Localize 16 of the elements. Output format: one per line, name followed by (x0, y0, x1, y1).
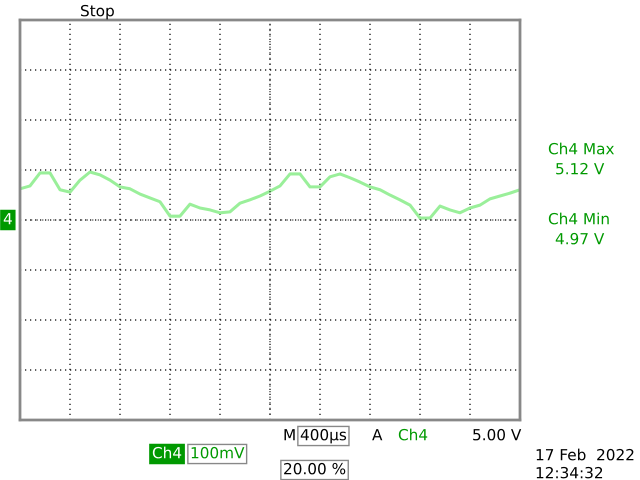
text: Ch4 Min (548, 212, 609, 224)
text: Ch4 (152, 446, 182, 458)
text: Ch4 (398, 428, 428, 440)
text: 5.12 V (556, 162, 604, 174)
text: 100mV (192, 446, 244, 458)
text: 20.00 % (284, 462, 346, 474)
text: 4 (4, 213, 12, 224)
text: Stop (81, 4, 114, 20)
text: A (372, 429, 382, 440)
text: M (284, 429, 295, 440)
text: Ch4 Max (548, 142, 614, 154)
text: 12:34:32 (536, 466, 602, 478)
text: 400µs (300, 428, 346, 444)
text: 17 Feb 2022 (536, 448, 634, 460)
text: 5.00 V (473, 428, 522, 440)
text: 4.97 V (556, 232, 604, 244)
